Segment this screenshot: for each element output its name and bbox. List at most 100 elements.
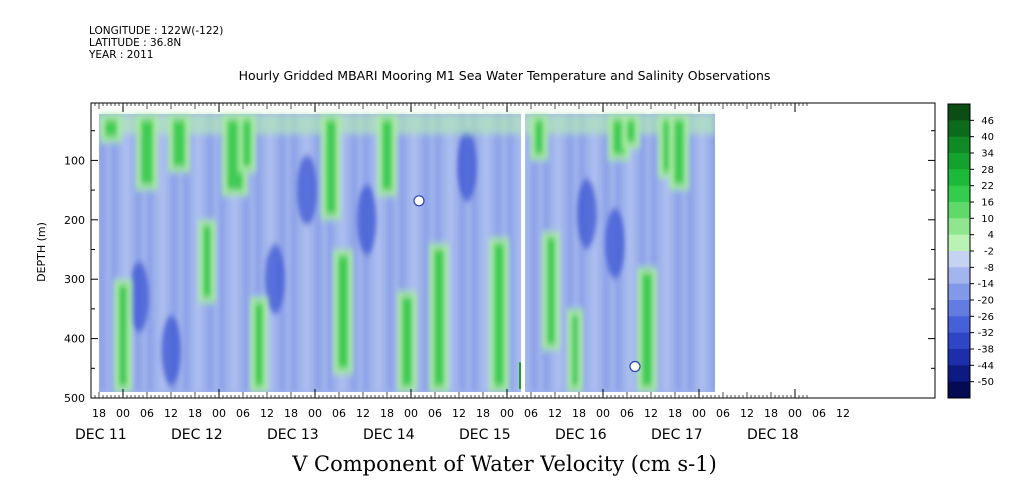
- colorbar-swatch: [948, 234, 970, 252]
- x-hour-label: 18: [92, 407, 106, 420]
- x-hour-label: 12: [836, 407, 850, 420]
- x-hour-label: 06: [716, 407, 730, 420]
- missing-data-point: [629, 360, 641, 373]
- colorbar-swatch: [948, 300, 970, 317]
- heatmap-streak: [675, 114, 682, 393]
- x-date-label: DEC 16: [555, 427, 607, 443]
- heatmap-streak: [147, 114, 154, 393]
- colorbar-swatch: [948, 120, 970, 138]
- year-label: YEAR : 2011: [89, 49, 154, 61]
- x-hour-label: 18: [572, 407, 586, 420]
- heatmap-streak: [531, 114, 538, 393]
- positive-velocity-column: [141, 120, 153, 185]
- x-hour-label: 18: [668, 407, 682, 420]
- heatmap-streak: [171, 114, 178, 393]
- x-hour-label: 18: [284, 407, 298, 420]
- heatmap-streak: [135, 114, 142, 393]
- x-hour-label: 12: [644, 407, 658, 420]
- x-hour-label: 00: [404, 407, 418, 420]
- heatmap-streak: [423, 114, 430, 393]
- colorbar-label: -20: [978, 296, 994, 307]
- x-hour-label: 06: [140, 407, 154, 420]
- x-hour-label: 06: [524, 407, 538, 420]
- colorbar: 46 40 34 28 22 16 10 4 -2 -8 -14 -20 -26 -32 -38 -44 -50: [947, 103, 994, 399]
- x-date-label: DEC 18: [747, 427, 799, 443]
- colorbar-swatch: [948, 185, 970, 203]
- heatmap-streak: [255, 114, 262, 393]
- heatmap-streak: [243, 114, 250, 393]
- colorbar-swatch: [948, 218, 970, 236]
- positive-velocity-column: [338, 255, 348, 369]
- colorbar-swatch: [948, 153, 970, 170]
- longitude-label: LONGITUDE : 122W(-122): [89, 25, 224, 37]
- colorbar-swatch: [948, 104, 970, 121]
- heatmap-streak: [651, 114, 658, 393]
- positive-velocity-column: [663, 120, 671, 173]
- positive-velocity-column: [243, 120, 251, 167]
- x-hour-label: 18: [764, 407, 778, 420]
- y-tick-label: 500: [64, 392, 85, 405]
- heatmap-streak: [291, 114, 298, 393]
- colorbar-label: 4: [988, 230, 994, 241]
- heatmap-streak: [663, 114, 670, 393]
- x-date-label: DEC 15: [459, 427, 511, 443]
- colorbar-label: 22: [981, 181, 994, 192]
- positive-velocity-column: [326, 120, 336, 214]
- x-date-label: DEC 11: [75, 427, 127, 443]
- x-hour-label: 06: [620, 407, 634, 420]
- heatmap-streak: [447, 114, 454, 393]
- colorbar-swatch: [948, 136, 970, 154]
- x-hour-label: 12: [548, 407, 562, 420]
- data-gap: [521, 109, 525, 398]
- colorbar-swatch: [948, 169, 970, 187]
- heatmap-streak: [387, 114, 394, 393]
- x-date-label: DEC 17: [651, 427, 703, 443]
- x-hour-label: 18: [380, 407, 394, 420]
- heatmap-streak: [399, 114, 406, 393]
- positive-velocity-column: [105, 120, 117, 137]
- x-hour-label: 00: [788, 407, 802, 420]
- y-tick-label: 400: [64, 333, 85, 346]
- positive-velocity-column: [119, 285, 127, 387]
- heatmap-streak: [123, 114, 130, 393]
- colorbar-label: 28: [981, 165, 994, 176]
- empty-margin-right: [715, 103, 935, 398]
- negative-velocity-core: [297, 155, 317, 226]
- heatmap-streak: [183, 114, 190, 393]
- negative-velocity-core: [577, 178, 597, 249]
- x-hour-label: 06: [812, 407, 826, 420]
- colorbar-label: -8: [984, 263, 994, 274]
- x-date-label: DEC 12: [171, 427, 223, 443]
- heatmap-field: [91, 103, 935, 398]
- positive-velocity-column: [535, 120, 543, 155]
- x-hour-label: 12: [164, 407, 178, 420]
- axes: 100 200 300 400 500 18 00 06 12 18 00 06 12 18 00 06 12 1…: [64, 103, 935, 443]
- heatmap-streak: [591, 114, 598, 393]
- heatmap-streak: [375, 114, 382, 393]
- colorbar-label: -2: [984, 247, 994, 258]
- heatmap-streak: [579, 114, 586, 393]
- empty-margin-left: [91, 103, 99, 398]
- heatmap-streak: [627, 114, 634, 393]
- heatmap-streak: [699, 114, 706, 393]
- colorbar-label: 10: [981, 214, 994, 225]
- x-date-label: DEC 14: [363, 427, 415, 443]
- y-axis-label: DEPTH (m): [35, 222, 48, 282]
- positive-velocity-column: [255, 303, 263, 387]
- positive-velocity-column: [494, 243, 504, 387]
- positive-velocity-column: [382, 120, 392, 191]
- colorbar-swatch: [948, 365, 970, 383]
- colorbar-label: -26: [978, 312, 994, 323]
- x-hour-label: 12: [452, 407, 466, 420]
- negative-velocity-core: [265, 244, 285, 315]
- negative-velocity-core: [357, 184, 377, 255]
- x-hour-label: 12: [356, 407, 370, 420]
- x-hour-label: 06: [332, 407, 346, 420]
- colorbar-label: 46: [981, 116, 994, 127]
- heatmap-streak: [459, 114, 466, 393]
- colorbar-label: -44: [978, 361, 994, 372]
- colorbar-label: -38: [978, 345, 994, 356]
- x-hour-label: 12: [740, 407, 754, 420]
- heatmap-streak: [711, 114, 718, 393]
